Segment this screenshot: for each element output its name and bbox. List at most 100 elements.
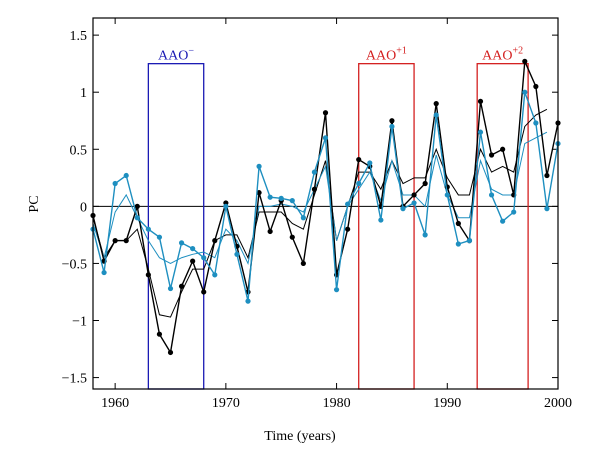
point	[522, 89, 528, 95]
point	[411, 200, 417, 206]
x-tick-label: 1960	[101, 396, 129, 411]
y-tick-label: 0.5	[70, 143, 88, 158]
point	[544, 206, 550, 212]
point	[311, 169, 318, 175]
point	[400, 206, 406, 212]
annotation-sup: +1	[396, 46, 407, 57]
y-tick-label: 1	[80, 86, 87, 101]
annotation-sup: −	[188, 46, 194, 57]
point	[156, 234, 163, 240]
point	[477, 98, 484, 104]
point	[477, 129, 484, 135]
point	[544, 172, 550, 179]
point	[533, 83, 539, 90]
point	[389, 123, 395, 130]
annotation-label: AAO+2	[482, 46, 523, 64]
point	[178, 240, 185, 246]
point	[466, 238, 473, 244]
point	[101, 269, 107, 276]
point	[311, 186, 318, 192]
point	[112, 238, 118, 244]
x-tick-label: 1970	[212, 396, 240, 411]
point	[300, 260, 306, 267]
annotation-box	[358, 63, 415, 390]
point	[422, 232, 428, 238]
annotation-text: AAO	[366, 49, 396, 64]
point	[488, 152, 495, 158]
point	[190, 258, 196, 264]
point	[522, 58, 528, 64]
annotation-text: AAO	[158, 49, 188, 64]
point	[256, 163, 262, 169]
x-tick-label: 1980	[323, 396, 351, 411]
point	[500, 146, 506, 152]
point	[223, 203, 229, 209]
point	[533, 120, 539, 126]
point	[378, 217, 384, 223]
y-tick-label: −1.5	[62, 372, 87, 387]
x-axis-label: Time (years)	[264, 429, 336, 444]
point	[145, 226, 151, 232]
point	[300, 215, 306, 221]
point	[289, 198, 295, 204]
point	[278, 195, 284, 201]
series-line	[92, 131, 548, 265]
point	[267, 228, 273, 235]
y-tick-label: 0	[80, 200, 87, 215]
point	[345, 226, 351, 232]
point	[201, 289, 207, 295]
annotation-label: AAO−	[158, 46, 194, 64]
point	[123, 238, 129, 244]
point	[488, 192, 495, 198]
point	[112, 180, 118, 187]
point	[190, 245, 196, 252]
point	[433, 112, 439, 118]
y-tick-label: 1.5	[70, 29, 88, 44]
annotation-sup: +2	[512, 46, 523, 57]
point	[455, 241, 461, 247]
series-line	[92, 91, 559, 302]
point	[245, 298, 251, 304]
point	[455, 220, 461, 227]
point	[201, 255, 207, 261]
annotation-box	[147, 63, 205, 390]
x-tick-label: 1990	[433, 396, 461, 411]
point	[167, 349, 174, 356]
point	[411, 192, 417, 198]
point	[322, 135, 329, 141]
point	[212, 238, 218, 244]
point	[444, 192, 450, 198]
point	[322, 110, 329, 116]
point	[267, 194, 273, 200]
point	[123, 172, 129, 179]
point	[234, 251, 240, 257]
point	[289, 234, 295, 240]
plot-frame	[92, 17, 559, 390]
point	[178, 283, 185, 289]
series-line	[92, 108, 548, 318]
point	[511, 209, 517, 215]
point	[356, 180, 362, 187]
point	[356, 156, 362, 163]
point	[134, 215, 140, 221]
x-tick-label: 2000	[544, 396, 572, 411]
point	[422, 180, 428, 187]
point	[345, 201, 351, 207]
point	[134, 203, 140, 209]
point	[500, 218, 506, 224]
point	[156, 331, 163, 337]
y-axis-label: PC	[27, 195, 42, 212]
point	[167, 285, 174, 292]
point	[433, 101, 439, 107]
point	[367, 160, 373, 166]
series-line	[92, 61, 559, 355]
point	[333, 287, 340, 293]
annotation-label: AAO+1	[366, 46, 407, 64]
point	[389, 118, 395, 124]
y-tick-label: −0.5	[62, 257, 87, 272]
annotation-text: AAO	[482, 49, 512, 64]
point	[256, 190, 262, 196]
point	[145, 272, 151, 278]
y-tick-label: −1	[72, 315, 87, 330]
